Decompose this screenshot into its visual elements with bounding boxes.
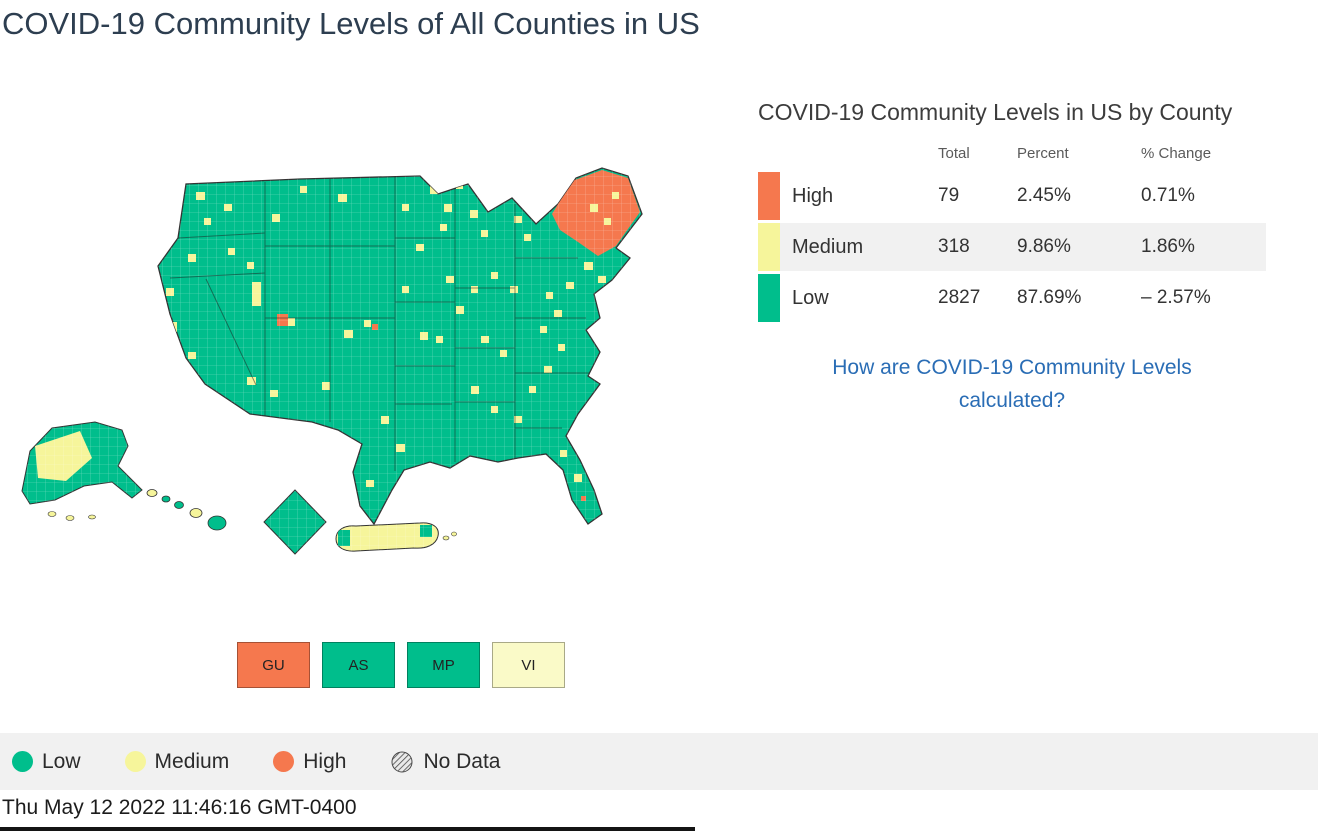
medium-dot-icon: [124, 751, 146, 772]
column-header-total: Total: [938, 145, 970, 163]
level-label-high: High: [792, 184, 834, 207]
legend-item-low: Low: [12, 750, 81, 774]
legend-label-low: Low: [42, 749, 81, 773]
low-color-swatch-icon: [758, 274, 780, 323]
level-label-low: Low: [792, 286, 829, 309]
high-change-value: 0.71%: [1141, 185, 1195, 207]
legend-label-medium: Medium: [154, 749, 230, 773]
column-header-change: % Change: [1141, 145, 1212, 163]
legend-item-no-data: No Data: [390, 750, 500, 774]
high-dot-icon: [273, 751, 295, 772]
territory-button-as[interactable]: AS: [322, 642, 395, 688]
page-title: COVID-19 Community Levels of All Countie…: [2, 6, 700, 41]
high-color-swatch-icon: [758, 172, 780, 221]
low-change-value: – 2.57%: [1141, 287, 1211, 309]
territory-button-mp[interactable]: MP: [407, 642, 480, 688]
low-dot-icon: [12, 751, 33, 772]
column-header-percent: Percent: [1017, 145, 1069, 163]
table-row-medium: Medium 318 9.86% 1.86%: [758, 223, 1266, 272]
territory-buttons: GU AS MP VI: [237, 642, 700, 688]
bottom-divider: [0, 827, 695, 831]
high-total-value: 79: [938, 185, 960, 207]
summary-panel: COVID-19 Community Levels in US by Count…: [758, 96, 1266, 417]
table-row-low: Low 2827 87.69% – 2.57%: [758, 274, 1266, 323]
panel-title: COVID-19 Community Levels in US by Count…: [758, 99, 1233, 125]
map-legend: Low Medium High N: [0, 733, 1318, 790]
us-counties-choropleth-map[interactable]: [0, 86, 700, 626]
header-spacer: [758, 145, 938, 162]
levels-table: Total Percent % Change High 79 2.45% 0.7…: [758, 145, 1266, 323]
legend-item-high: High: [273, 750, 346, 774]
legend-item-medium: Medium: [124, 749, 230, 774]
low-total-value: 2827: [938, 287, 981, 309]
level-label-medium: Medium: [792, 235, 864, 258]
us-map-block: GU AS MP VI: [0, 86, 700, 688]
medium-total-value: 318: [938, 236, 970, 258]
medium-change-value: 1.86%: [1141, 236, 1195, 258]
table-header-row: Total Percent % Change: [758, 145, 1266, 172]
territory-button-vi[interactable]: VI: [492, 642, 565, 688]
low-percent-value: 87.69%: [1017, 287, 1082, 309]
no-data-hatched-circle-icon: [390, 750, 414, 774]
medium-percent-value: 9.86%: [1017, 236, 1071, 258]
legend-label-no-data: No Data: [423, 749, 501, 773]
timestamp: Thu May 12 2022 11:46:16 GMT-0400: [2, 796, 357, 819]
community-levels-calculated-link[interactable]: How are COVID-19 Community Levels calcul…: [832, 356, 1192, 412]
table-row-high: High 79 2.45% 0.71%: [758, 172, 1266, 221]
territory-button-gu[interactable]: GU: [237, 642, 310, 688]
legend-label-high: High: [303, 749, 347, 773]
high-percent-value: 2.45%: [1017, 185, 1071, 207]
medium-color-swatch-icon: [758, 223, 780, 272]
